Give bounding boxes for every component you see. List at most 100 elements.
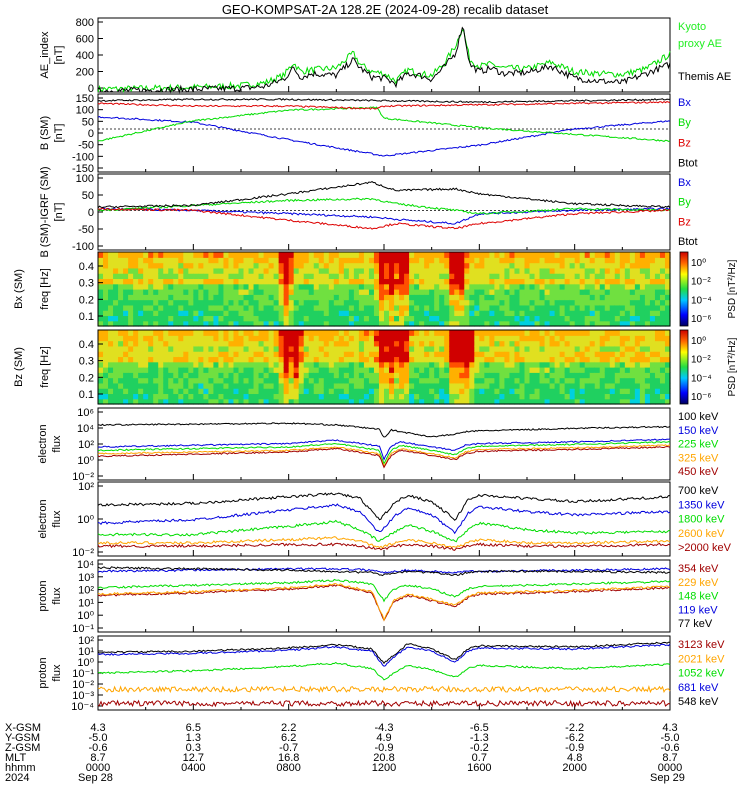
colorbar-tick-label: 10⁻⁶ [691, 314, 712, 325]
panel-frame [98, 174, 670, 250]
colorbar-label: PSD [nT²/Hz] [727, 337, 738, 396]
y-axis-label-2: flux [51, 587, 63, 605]
y-tick-label: 0 [88, 128, 94, 140]
y-axis-unit: [nT] [53, 46, 65, 65]
y-tick-label: 200 [76, 67, 94, 79]
y-axis-label: Bx (SM) [13, 269, 25, 309]
y-tick-label: 50 [82, 190, 94, 202]
legend-label: 354 keV [678, 563, 719, 575]
legend-label: 1800 keV [678, 514, 725, 526]
y-tick-label: 10² [78, 439, 94, 451]
spectrogram [98, 252, 671, 327]
legend-label: 77 keV [678, 618, 713, 630]
y-tick-label: 10⁶ [77, 407, 94, 419]
colorbar-tick-label: 10⁻⁴ [691, 373, 712, 384]
y-tick-label: 0.2 [79, 372, 94, 384]
legend-label: 700 keV [678, 485, 719, 497]
y-tick-label: 0 [88, 207, 94, 219]
footer-value: 0800 [276, 762, 300, 774]
legend-label: 100 keV [678, 411, 719, 423]
y-tick-label: -50 [78, 140, 94, 152]
panel-3: 100500-50-100B (SM)-IGRF (SM) [nT]BxByBzB… [39, 166, 698, 257]
footer-value: 0400 [181, 762, 205, 774]
panel-frame [98, 636, 670, 710]
legend-label: proxy AE [678, 38, 722, 50]
legend-label: 225 keV [678, 439, 719, 451]
y-axis-label: electron [37, 499, 49, 538]
y-tick-label: 0.1 [79, 389, 94, 401]
legend-label: Btot [678, 236, 698, 248]
y-tick-label: 10² [78, 481, 94, 493]
y-axis-label-2: freq [Hz] [39, 346, 51, 388]
y-tick-label: 50 [82, 116, 94, 128]
y-tick-label: 10⁰ [77, 455, 94, 467]
y-axis-label-2: flux [51, 510, 63, 528]
legend-label: 450 keV [678, 466, 719, 478]
y-tick-label: 10⁻⁴ [71, 701, 94, 713]
y-axis-label: proton [37, 580, 49, 611]
colorbar [680, 330, 688, 404]
panel-6: 10⁶10⁴10²10⁰10⁻²electron flux100 keV150 k… [37, 407, 719, 483]
y-tick-label: 10⁻² [72, 547, 94, 559]
y-tick-label: 10¹ [78, 597, 94, 609]
colorbar [680, 252, 688, 326]
y-axis-label: B (SM)-IGRF (SM) [39, 166, 51, 257]
y-axis-unit: [nT] [53, 124, 65, 143]
colorbar-tick-label: 10⁻² [691, 355, 711, 366]
legend-label: 1052 keV [678, 668, 725, 680]
y-axis-label: proton [37, 657, 49, 688]
y-tick-label: 10⁴ [77, 423, 94, 435]
y-axis-label-2: flux [51, 435, 63, 453]
legend-label: 119 keV [678, 604, 718, 616]
footer-value: Sep 29 [650, 772, 685, 784]
y-tick-label: 800 [76, 17, 94, 29]
colorbar-tick-label: 10⁻⁴ [691, 295, 712, 306]
legend-label: 325 keV [678, 452, 719, 464]
legend-label: Themis AE [678, 71, 731, 83]
y-tick-label: 100 [76, 105, 94, 117]
colorbar-tick-label: 10⁻² [691, 277, 711, 288]
y-axis-label-2: freq [Hz] [39, 268, 51, 310]
y-tick-label: -100 [72, 151, 94, 163]
legend-label: 3123 keV [678, 639, 725, 651]
panel-9: 10²10¹10⁰10⁻¹10⁻²10⁻³10⁻⁴proton flux3123 … [37, 635, 725, 713]
legend-label: Bx [678, 177, 691, 189]
y-tick-label: 100 [76, 173, 94, 185]
y-axis-unit: [nT] [53, 203, 65, 222]
legend-label: 148 keV [678, 591, 719, 603]
y-axis-label: B (SM) [39, 116, 51, 150]
legend-label: 150 keV [678, 425, 719, 437]
y-tick-label: 0.1 [79, 311, 94, 323]
y-tick-label: -50 [78, 224, 94, 236]
legend-label: Bz [678, 216, 691, 228]
legend-label: >2000 keV [678, 542, 732, 554]
y-tick-label: 10⁰ [77, 514, 94, 526]
legend-label: Btot [678, 158, 698, 170]
y-tick-label: 0.2 [79, 294, 94, 306]
y-tick-label: 10² [78, 585, 94, 597]
panel-1: 800 600 400 200 0 AE_index [nT] Kyoto proxy AE Th… [39, 17, 731, 95]
legend-label: Kyoto [678, 21, 706, 33]
legend-label: Bz [678, 137, 691, 149]
y-tick-label: 0.3 [79, 356, 94, 368]
footer-value: Sep 28 [78, 772, 113, 784]
y-tick-label: 600 [76, 34, 94, 46]
y-tick-label: 10⁻¹ [72, 623, 94, 635]
legend-label: By [678, 197, 691, 209]
footer-value: 1200 [372, 762, 396, 774]
y-axis-label: electron [37, 424, 49, 463]
legend-label: By [678, 117, 691, 129]
colorbar-tick-label: 10⁰ [691, 336, 706, 347]
plot-title: GEO-KOMPSAT-2A 128.2E (2024-09-28) recal… [222, 2, 549, 17]
y-axis-label: AE_index [39, 31, 51, 79]
legend-label: 548 keV [678, 696, 719, 708]
colorbar-label: PSD [nT²/Hz] [727, 259, 738, 318]
summary-plot: GEO-KOMPSAT-2A 128.2E (2024-09-28) recal… [0, 0, 750, 800]
y-tick-label: 0.4 [79, 261, 94, 273]
colorbar-tick-label: 10⁰ [691, 258, 706, 269]
footer-row-label: 2024 [5, 772, 29, 784]
y-tick-label: 10⁰ [77, 610, 94, 622]
legend-label: 2600 keV [678, 528, 725, 540]
